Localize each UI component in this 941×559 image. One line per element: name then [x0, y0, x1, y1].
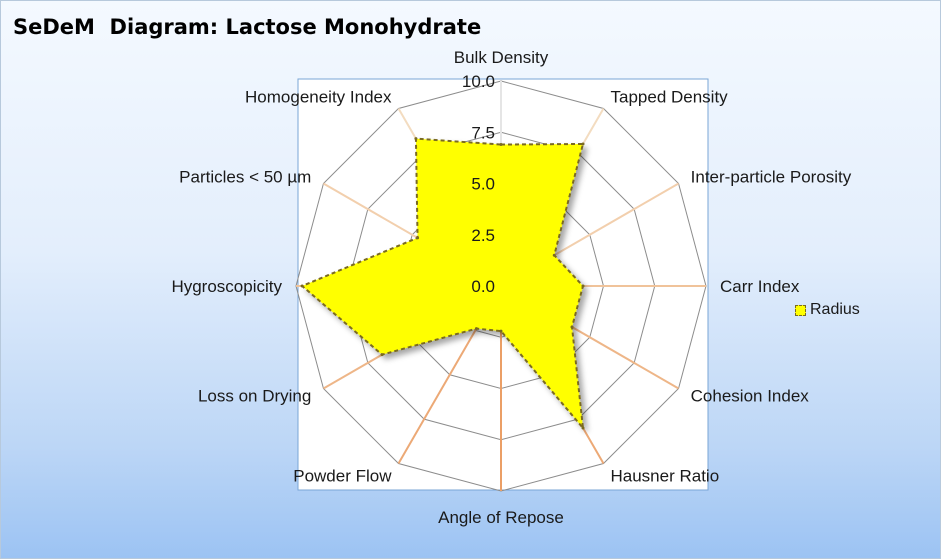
legend-label: Radius [810, 301, 860, 318]
tick-label: 10.0 [462, 72, 495, 91]
axis-label: Loss on Drying [198, 387, 311, 406]
tick-label: 2.5 [471, 226, 495, 245]
axis-label: Particles < 50 µm [179, 168, 311, 187]
series-point [414, 137, 418, 141]
series-point [581, 142, 585, 146]
series-point [499, 143, 503, 147]
axis-label: Inter-particle Porosity [691, 168, 852, 187]
series-point [570, 325, 574, 329]
series-point [581, 426, 585, 430]
axis-label: Bulk Density [454, 48, 549, 67]
tick-label: 7.5 [471, 123, 495, 142]
series-point [474, 327, 478, 331]
axis-label: Carr Index [720, 277, 800, 296]
radar-axis-labels: Bulk Density Tapped Density Inter-particle… [171, 48, 851, 527]
axis-label: Cohesion Index [691, 387, 810, 406]
series-point [416, 236, 420, 240]
axis-label: Angle of Repose [438, 508, 564, 527]
series-point [300, 284, 304, 288]
tick-label: 5.0 [471, 175, 495, 194]
series-point [581, 284, 585, 288]
series-point [499, 329, 503, 333]
chart-title: SeDeM Diagram: Lactose Monohydrate [13, 15, 482, 39]
axis-label: Hausner Ratio [611, 467, 720, 486]
axis-label: Homogeneity Index [245, 87, 392, 106]
radar-ticks: 0.0 2.5 5.0 7.5 10.0 [462, 72, 495, 296]
axis-label: Tapped Density [611, 87, 729, 106]
radar-series [300, 137, 585, 432]
axis-label: Powder Flow [293, 467, 392, 486]
series-point [380, 353, 384, 357]
legend: Radius [795, 301, 860, 319]
legend-swatch [795, 304, 806, 316]
series-point [552, 253, 556, 257]
tick-label: 0.0 [471, 277, 495, 296]
axis-label: Hygroscopicity [171, 277, 282, 296]
